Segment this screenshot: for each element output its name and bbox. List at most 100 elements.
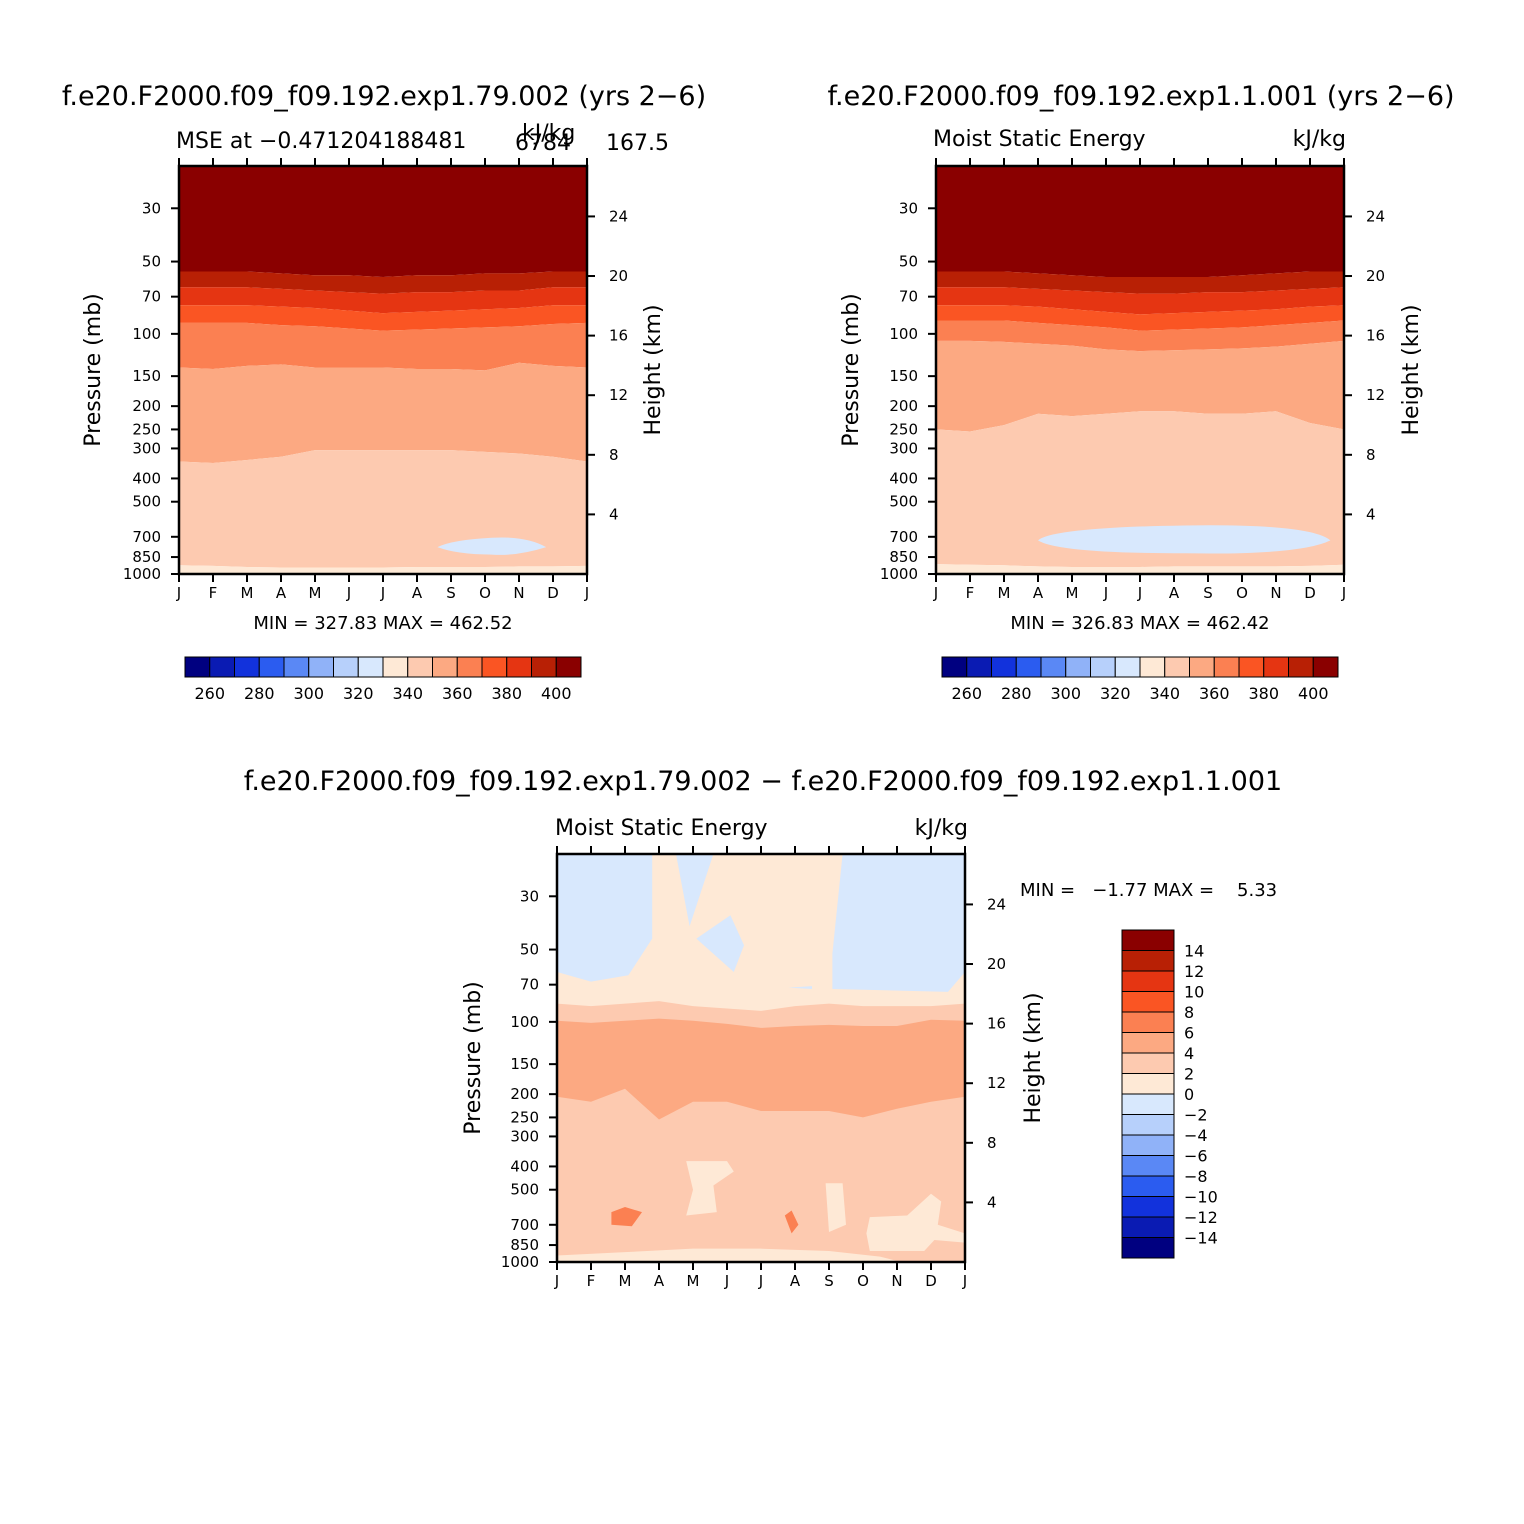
- colorbar-swatch: [1121, 1093, 1175, 1115]
- colorbar-swatch: [209, 656, 235, 678]
- colorbar-label: 14: [1184, 942, 1204, 961]
- contour-negative: [557, 854, 653, 982]
- colorbar-label: 360: [442, 684, 473, 703]
- panel-subtitle-extra2: 167.5: [606, 131, 669, 156]
- y-tick-label: 500: [510, 1181, 539, 1199]
- colorbar-swatch: [1121, 1134, 1175, 1156]
- colorbar-label: 12: [1184, 962, 1204, 981]
- x-tick-label: J: [933, 584, 938, 602]
- colorbar-swatch: [1121, 1032, 1175, 1054]
- y-tick-label: 850: [889, 548, 918, 566]
- min-max-text: MIN = −1.77 MAX = 5.33: [1020, 880, 1277, 901]
- y-axis-label: Pressure (mb): [81, 293, 106, 447]
- panel-subtitle-right: kJ/kg: [1293, 127, 1346, 152]
- x-tick-label: O: [857, 1272, 869, 1290]
- contour-patch: [825, 1183, 846, 1232]
- x-tick-label: J: [1341, 584, 1346, 602]
- colorbar-label: 2: [1184, 1065, 1194, 1084]
- contour-band: [179, 305, 587, 331]
- contour-band: [936, 166, 1344, 278]
- colorbar-label: 10: [1184, 983, 1204, 1002]
- contour-island: [437, 537, 547, 555]
- y-tick-label: 700: [132, 528, 161, 546]
- colorbar-swatch: [1121, 1175, 1175, 1197]
- colorbar-swatch: [1164, 656, 1190, 678]
- colorbar-label: 400: [1298, 684, 1329, 703]
- colorbar-swatch: [1040, 656, 1067, 678]
- y-tick-label: 70: [520, 976, 539, 994]
- colorbar-swatch: [1121, 950, 1175, 972]
- colorbar-label: 340: [392, 684, 423, 703]
- panel-subtitle-extra: 6784: [515, 131, 571, 156]
- contour-negative: [832, 854, 965, 992]
- colorbar-label: 0: [1184, 1085, 1194, 1104]
- panel-subtitle-left: MSE at −0.471204188481: [176, 129, 466, 154]
- y-tick-label: 30: [899, 199, 918, 217]
- panel-title: f.e20.F2000.f09_f09.192.exp1.79.002 − f.…: [244, 766, 1282, 797]
- colorbar-swatch: [258, 656, 285, 678]
- colorbar-swatch: [333, 656, 359, 678]
- x-tick-label: D: [925, 1272, 937, 1290]
- colorbar-label: −10: [1184, 1188, 1218, 1207]
- colorbar-horizontal: 260 280 300 320 340 360 380 400: [184, 656, 582, 703]
- y-tick-label: 400: [510, 1157, 539, 1175]
- x-tick-label: D: [547, 584, 559, 602]
- contour-band: [936, 271, 1344, 294]
- y-right-tick-label: 24: [609, 207, 628, 225]
- x-tick-label: A: [790, 1272, 801, 1290]
- x-tick-label: M: [998, 584, 1011, 602]
- x-tick-label: D: [1304, 584, 1316, 602]
- y-right-tick-label: 16: [609, 327, 628, 345]
- contour-negative: [676, 854, 714, 927]
- colorbar-label: 340: [1149, 684, 1180, 703]
- colorbar-label: −14: [1184, 1229, 1218, 1248]
- y-axis-label: Pressure (mb): [839, 293, 864, 447]
- panel-bottom-difference: f.e20.F2000.f09_f09.192.exp1.79.002 − f.…: [244, 766, 1282, 1290]
- colorbar-swatch: [456, 656, 483, 678]
- x-tick-label: J: [1103, 584, 1108, 602]
- x-tick-label: N: [1270, 584, 1281, 602]
- contour-band: [179, 362, 587, 464]
- min-max-text: MIN = 327.83 MAX = 462.52: [253, 613, 512, 634]
- x-tick-label: S: [446, 584, 456, 602]
- x-tick-label: J: [584, 584, 589, 602]
- y-tick-label: 300: [510, 1127, 539, 1145]
- panel-top-left: f.e20.F2000.f09_f09.192.exp1.79.002 (yrs…: [62, 81, 706, 703]
- contour-band: [936, 305, 1344, 331]
- x-tick-label: M: [1066, 584, 1079, 602]
- x-tick-label: N: [513, 584, 524, 602]
- colorbar-label: 400: [541, 684, 572, 703]
- y-tick-label: 200: [132, 397, 161, 415]
- colorbar-swatch: [1114, 656, 1141, 678]
- colorbar-swatch: [506, 656, 532, 678]
- y-right-tick-label: 4: [609, 505, 619, 523]
- colorbar-swatch: [184, 656, 211, 678]
- colorbar-swatch: [941, 656, 968, 678]
- colorbar-horizontal: 260 280 300 320 340 360 380 400: [941, 656, 1339, 703]
- contour-patch: [611, 1206, 642, 1227]
- y-right-tick-label: 4: [987, 1193, 997, 1211]
- colorbar-swatch: [283, 656, 310, 678]
- y-right-tick-label: 16: [987, 1015, 1006, 1033]
- y-tick-label: 1000: [123, 565, 161, 583]
- y-tick-label: 50: [142, 253, 161, 271]
- colorbar-swatch: [1121, 1196, 1175, 1218]
- colorbar-swatch: [1015, 656, 1042, 678]
- colorbar-label: 380: [1248, 684, 1279, 703]
- colorbar-swatch: [1213, 656, 1240, 678]
- colorbar-swatch: [1312, 656, 1339, 678]
- colorbar-label: 320: [343, 684, 374, 703]
- y-tick-label: 100: [889, 325, 918, 343]
- contour-band: [936, 340, 1344, 432]
- y-right-tick-label: 8: [1366, 446, 1376, 464]
- colorbar-label: 360: [1199, 684, 1230, 703]
- x-tick-label: F: [966, 584, 975, 602]
- colorbar-swatch: [308, 656, 334, 678]
- contour-band: [936, 564, 1344, 574]
- x-tick-label: J: [380, 584, 385, 602]
- colorbar-swatch: [357, 656, 384, 678]
- contour-band: [936, 320, 1344, 352]
- colorbar-label: 300: [1050, 684, 1081, 703]
